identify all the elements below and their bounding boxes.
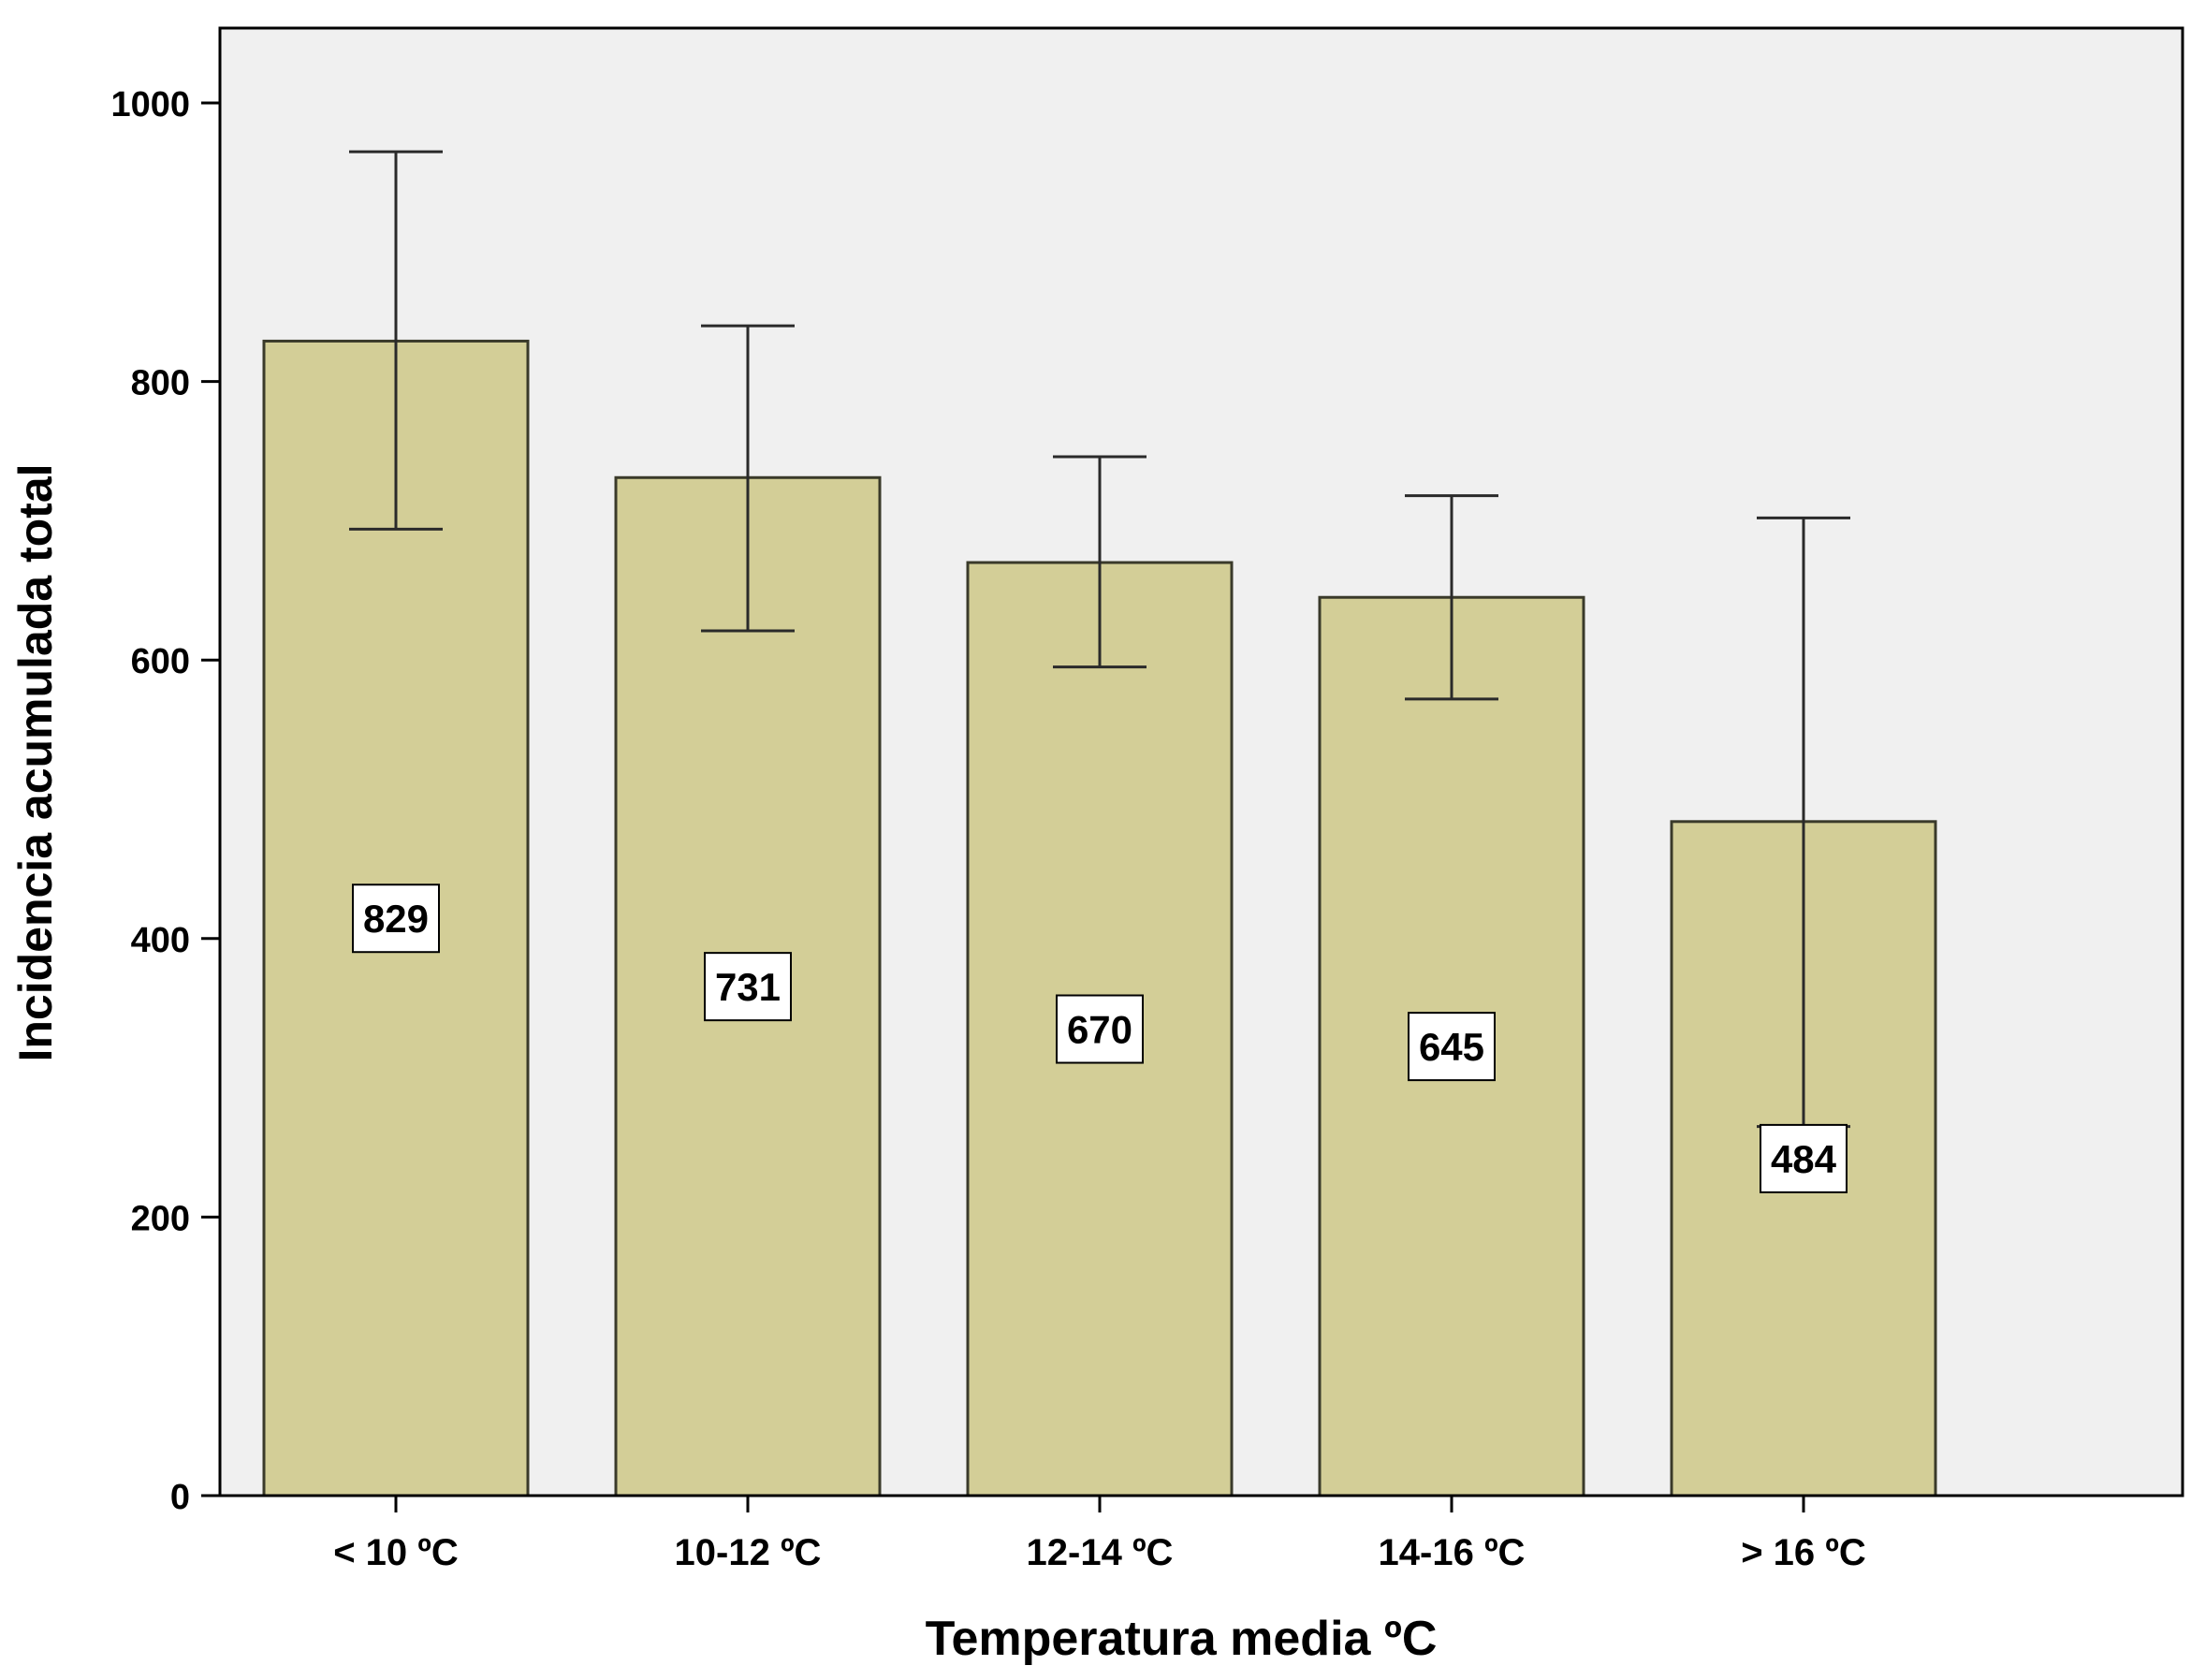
y-tick-label: 600	[131, 642, 190, 681]
data-label-box	[704, 952, 792, 1022]
y-axis-ticks: 0 200 400 600 800 1000	[110, 85, 220, 1517]
x-axis-ticks: < 10 ºC 10-12 ºC 12-14 ºC 14-16 ºC > 16 ºC	[333, 1496, 1866, 1573]
data-label-box	[352, 884, 440, 954]
x-tick-label: < 10 ºC	[333, 1532, 459, 1573]
x-tick-label: 14-16 ºC	[1379, 1532, 1526, 1573]
y-tick-label: 0	[170, 1478, 190, 1517]
data-label: 829	[363, 897, 429, 941]
data-label-box	[1408, 1012, 1496, 1082]
data-label: 731	[715, 965, 781, 1009]
data-label-box	[1760, 1123, 1848, 1193]
y-tick-label: 400	[131, 921, 190, 960]
data-label-box	[1056, 994, 1144, 1064]
x-tick-label: 12-14 ºC	[1027, 1532, 1174, 1573]
y-tick-label: 800	[131, 364, 190, 403]
x-axis-title: Temperatura media ºC	[926, 1612, 1438, 1666]
data-label: 484	[1771, 1137, 1837, 1181]
x-tick-label: 10-12 ºC	[675, 1532, 822, 1573]
x-tick-label: > 16 ºC	[1741, 1532, 1866, 1573]
y-tick-label: 1000	[110, 85, 190, 124]
data-labels: 829 731 670 645 484	[352, 884, 1848, 1193]
data-label: 670	[1067, 1008, 1132, 1052]
y-axis-title: Incidencia acumulada total	[9, 463, 62, 1061]
y-tick-label: 200	[131, 1199, 190, 1238]
data-label: 645	[1419, 1025, 1484, 1069]
